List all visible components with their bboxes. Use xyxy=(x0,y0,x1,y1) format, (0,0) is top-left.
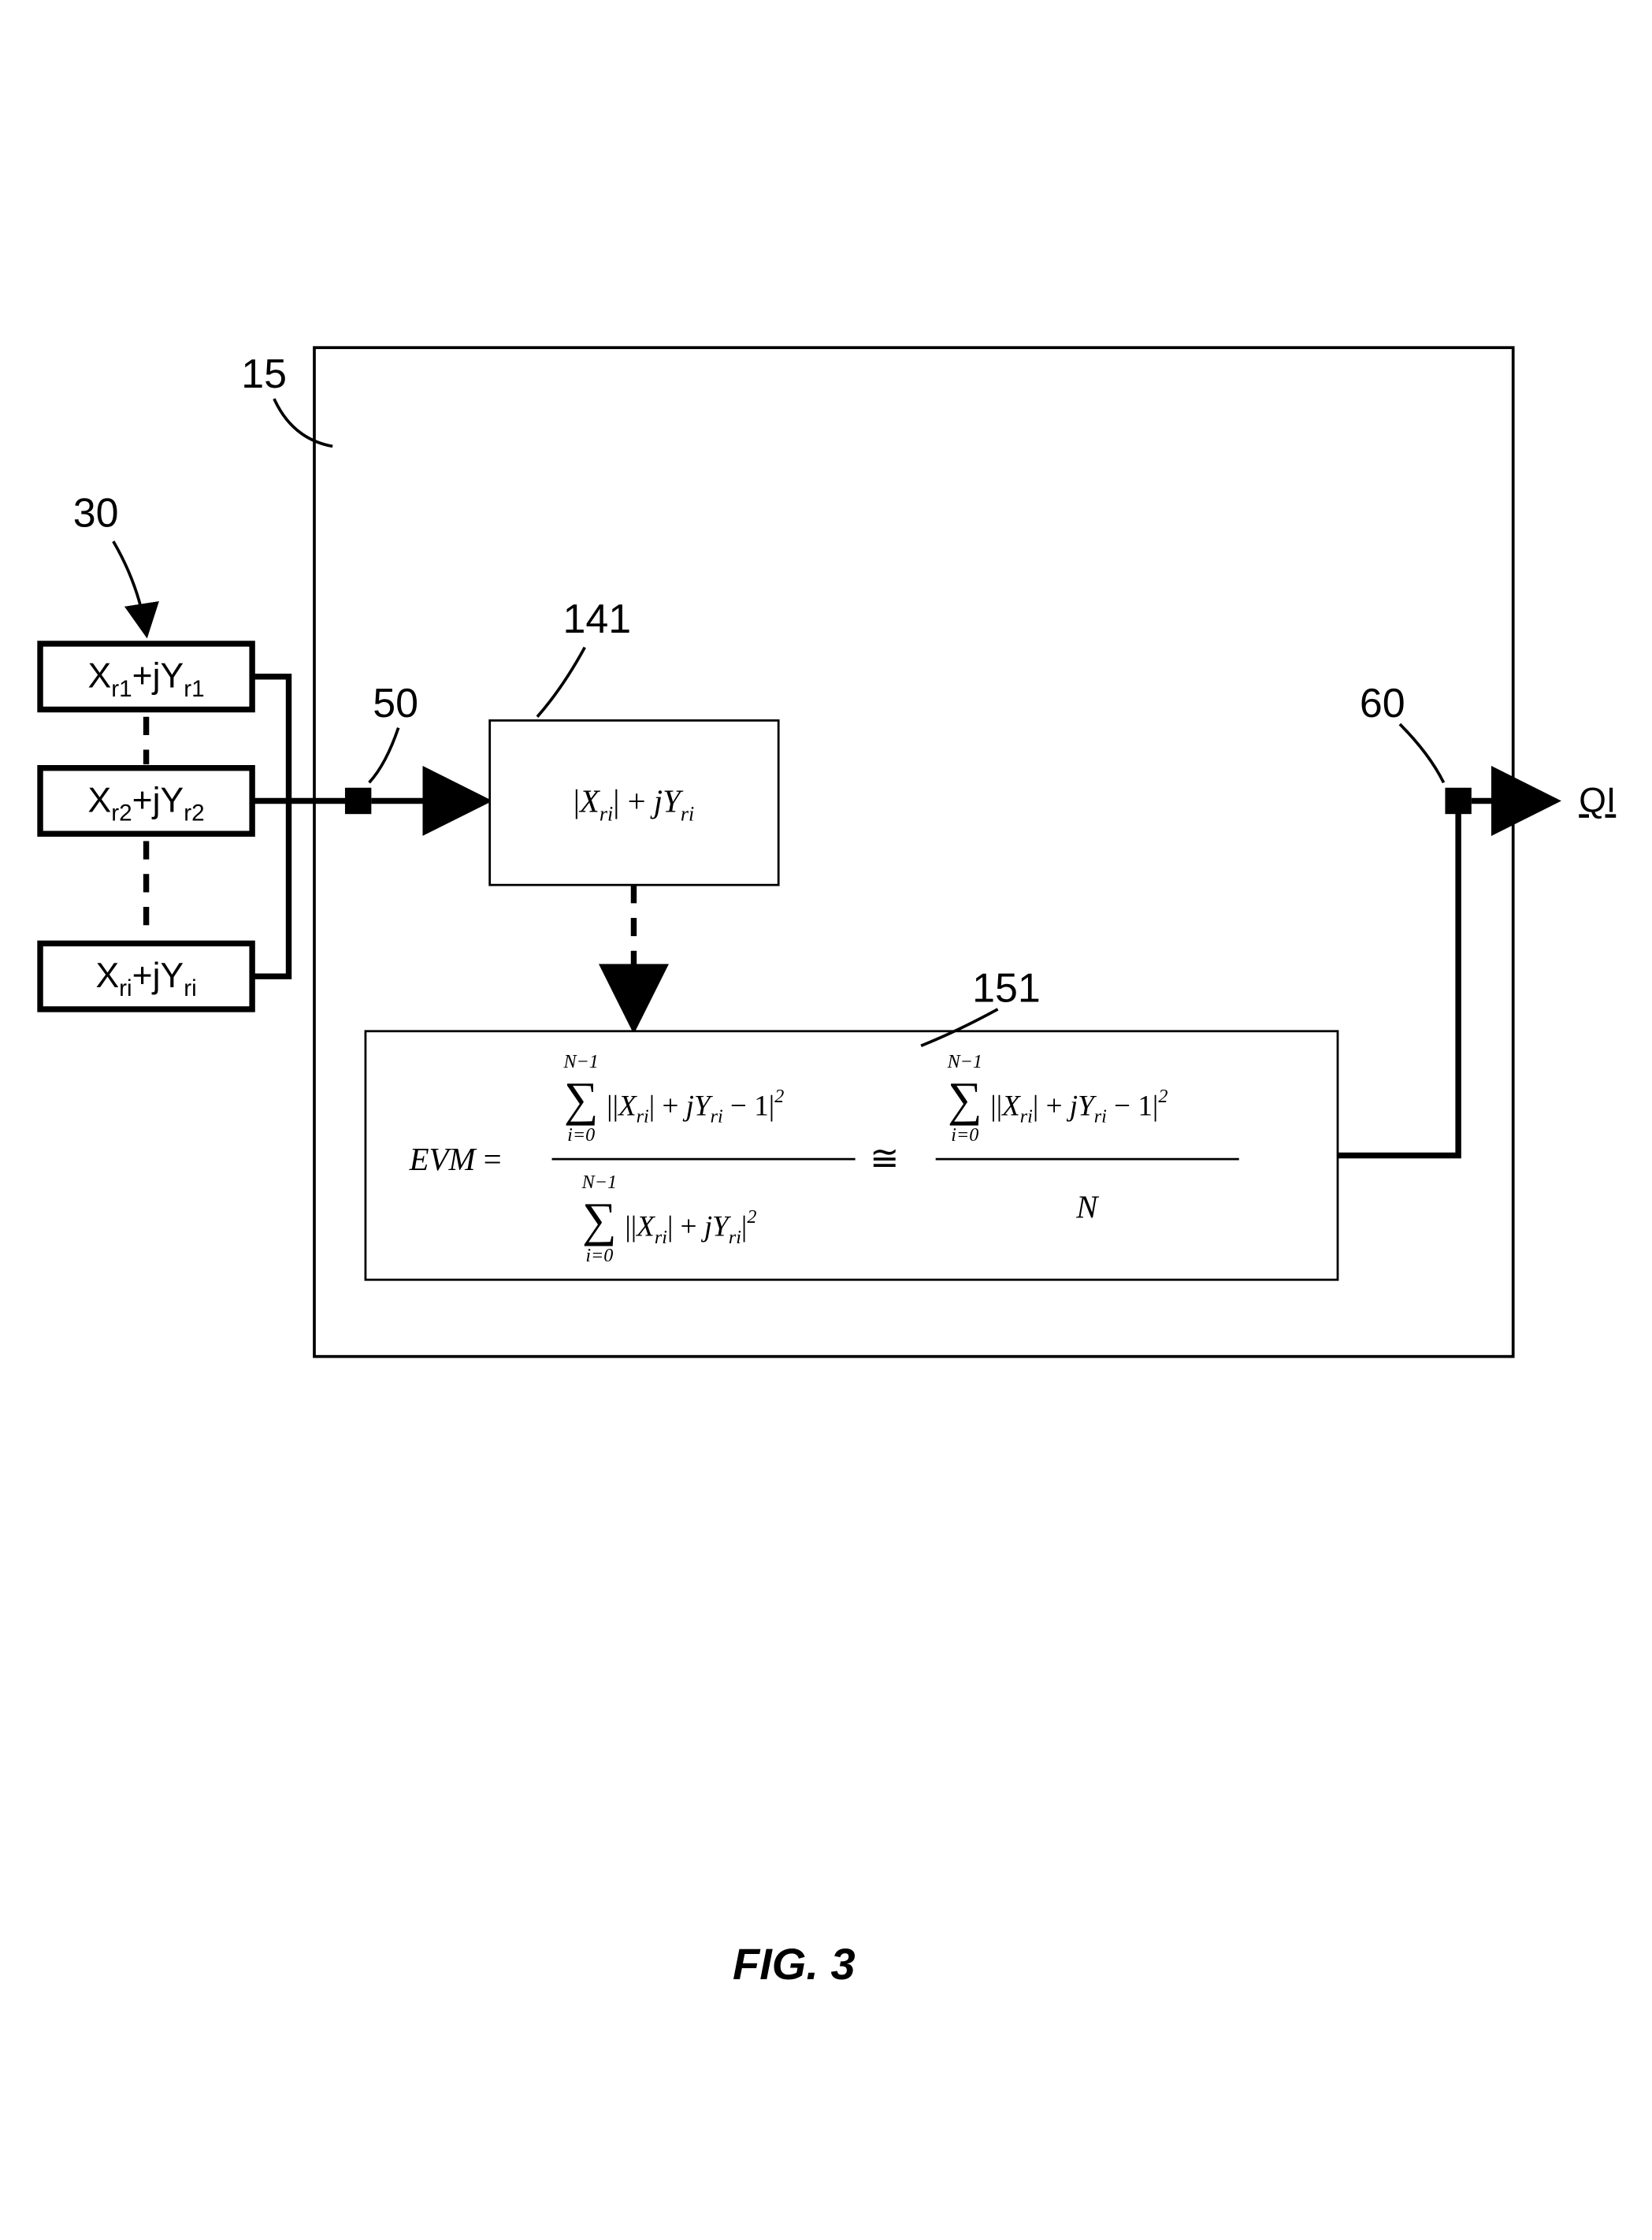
frac2-num-sigma: ∑ xyxy=(948,1072,982,1126)
diagram-svg: 15 30 Xr1+jYr1 Xr2+jYr2 Xri+jYri xyxy=(0,0,1652,2240)
approx-eq: ≅ xyxy=(870,1139,899,1178)
frac1-den-sigma: ∑ xyxy=(582,1194,617,1247)
port-60 xyxy=(1445,788,1471,814)
ref-151-label: 151 xyxy=(972,966,1041,1012)
frac1-num-sigma: ∑ xyxy=(564,1072,599,1126)
conn-in3-to-50 xyxy=(252,801,288,976)
output-qi: QI xyxy=(1579,781,1616,819)
ref-141-label: 141 xyxy=(562,596,631,642)
ref-141-leader xyxy=(537,648,585,717)
input-block-3-text: Xri+jYri xyxy=(95,957,196,1001)
ref-15-label: 15 xyxy=(241,351,287,397)
ref-30-leader xyxy=(113,541,147,633)
frac1-num-expr: ||Xri| + jYri − 1|2 xyxy=(607,1087,784,1127)
frac2-den: N xyxy=(1075,1189,1100,1224)
frac2-num-expr: ||Xri| + jYri − 1|2 xyxy=(990,1087,1168,1127)
conn-151-to-60 xyxy=(1338,801,1458,1155)
frac1-den-upper: N−1 xyxy=(581,1172,617,1193)
conn-in1-to-50 xyxy=(252,677,288,801)
frac2-num-lower: i=0 xyxy=(951,1125,978,1146)
frac2-num-upper: N−1 xyxy=(947,1052,982,1072)
ref-60-label: 60 xyxy=(1360,681,1405,726)
frac1-num-upper: N−1 xyxy=(562,1052,598,1072)
ref-30-label: 30 xyxy=(73,491,119,537)
frac1-num-lower: i=0 xyxy=(567,1125,595,1146)
evm-eq: EVM = xyxy=(409,1142,502,1177)
ref-50-label: 50 xyxy=(373,681,418,726)
figure-label: FIG. 3 xyxy=(733,1938,856,1989)
ref-60-leader xyxy=(1400,724,1444,782)
ref-15-leader xyxy=(274,399,332,446)
frac1-den-lower: i=0 xyxy=(585,1246,613,1266)
block-151 xyxy=(366,1031,1338,1280)
diagram: 15 30 Xr1+jYr1 Xr2+jYr2 Xri+jYri xyxy=(0,0,1652,2240)
ref-50-leader xyxy=(369,728,399,783)
port-50 xyxy=(345,788,371,814)
